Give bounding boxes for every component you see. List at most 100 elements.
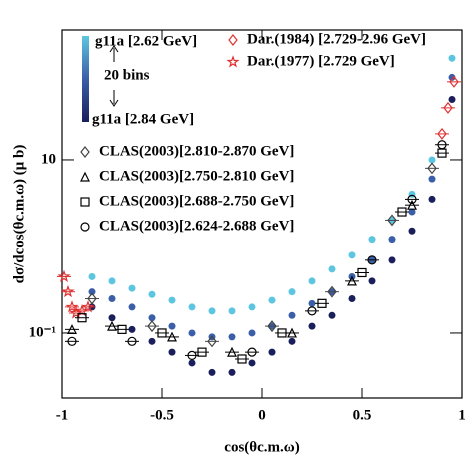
g11a-point bbox=[448, 95, 456, 103]
data-point bbox=[443, 101, 453, 114]
data-point bbox=[81, 300, 95, 313]
data-point bbox=[449, 75, 459, 88]
legend-marker bbox=[226, 55, 240, 68]
data-point bbox=[67, 324, 77, 334]
data-point bbox=[197, 347, 207, 357]
g11a-point bbox=[88, 288, 96, 296]
legend-label: Dar.(1977) [2.729 GeV] bbox=[247, 53, 395, 69]
x-tick-label: 0.5 bbox=[353, 407, 372, 423]
g11a-point bbox=[268, 296, 276, 304]
data-point bbox=[427, 162, 437, 175]
g11a-point bbox=[148, 314, 156, 322]
g11a-color-bar bbox=[82, 36, 89, 122]
x-axis-label: cos(θc.m.ω) bbox=[224, 439, 299, 455]
legend-label: g11a [2.62 GeV] bbox=[95, 33, 197, 49]
data-point bbox=[77, 313, 87, 323]
g11a-point bbox=[208, 368, 216, 376]
g11a-point bbox=[328, 311, 336, 319]
g11a-point bbox=[228, 307, 236, 315]
data-point bbox=[127, 336, 137, 346]
data-point bbox=[67, 336, 77, 346]
g11a-point bbox=[108, 277, 116, 285]
data-point bbox=[147, 320, 157, 333]
data-point bbox=[247, 347, 257, 357]
g11a-point bbox=[248, 303, 256, 311]
g11a-point bbox=[168, 322, 176, 330]
g11a-point bbox=[328, 265, 336, 273]
data-point bbox=[57, 269, 71, 282]
data-point bbox=[207, 335, 217, 348]
data-point bbox=[317, 298, 327, 308]
data-point bbox=[397, 207, 407, 217]
g11a-point bbox=[148, 337, 156, 345]
data-point bbox=[87, 292, 97, 305]
g11a-point bbox=[348, 295, 356, 303]
x-tick-label: -0.5 bbox=[150, 407, 174, 423]
g11a-point bbox=[348, 251, 356, 259]
g11a-point bbox=[308, 322, 316, 330]
data-point bbox=[267, 320, 277, 333]
g11a-point bbox=[248, 359, 256, 367]
g11a-point bbox=[448, 73, 456, 81]
data-point bbox=[117, 324, 127, 334]
g11a-point bbox=[188, 303, 196, 311]
data-point bbox=[107, 320, 117, 331]
data-point bbox=[347, 275, 357, 286]
g11a-point bbox=[428, 175, 436, 183]
data-point bbox=[157, 328, 167, 338]
legend-label: CLAS(2003)[2.624-2.688 GeV] bbox=[99, 218, 294, 234]
g11a-point bbox=[228, 333, 236, 341]
y-tick-label: 10⁻¹ bbox=[29, 324, 56, 340]
legend-marker bbox=[228, 34, 238, 46]
g11a-point bbox=[108, 295, 116, 303]
plot-frame bbox=[61, 29, 463, 399]
legend-marker bbox=[80, 146, 90, 158]
data-point bbox=[327, 285, 337, 298]
x-tick-label: -1 bbox=[56, 407, 69, 423]
g11a-point bbox=[188, 329, 196, 337]
data-point bbox=[61, 284, 75, 298]
g11a-point bbox=[248, 329, 256, 337]
data-point bbox=[227, 346, 237, 357]
data-point bbox=[357, 267, 367, 278]
data-point bbox=[277, 328, 287, 338]
g11a-point bbox=[128, 284, 136, 292]
data-point bbox=[437, 127, 447, 140]
legend-marker bbox=[80, 171, 90, 182]
data-point bbox=[65, 300, 79, 313]
x-tick-label: 0 bbox=[258, 407, 266, 423]
data-point bbox=[287, 327, 297, 338]
g11a-point bbox=[228, 368, 236, 376]
g11a-point bbox=[308, 277, 316, 285]
legend-marker bbox=[80, 222, 90, 232]
g11a-point bbox=[168, 296, 176, 304]
legend-marker bbox=[80, 197, 90, 207]
g11a-point bbox=[408, 208, 416, 216]
g11a-point bbox=[288, 288, 296, 296]
g11a-point bbox=[288, 337, 296, 345]
g11a-point bbox=[128, 325, 136, 333]
legend-label: 20 bins bbox=[104, 67, 150, 83]
g11a-point bbox=[388, 236, 396, 244]
g11a-point bbox=[268, 348, 276, 356]
x-tick-label: 1 bbox=[458, 407, 466, 423]
data-point bbox=[367, 255, 377, 265]
legend-arrow bbox=[109, 99, 119, 107]
data-point bbox=[237, 354, 247, 364]
y-tick-label: 10 bbox=[41, 151, 56, 167]
g11a-point bbox=[368, 277, 376, 285]
data-point bbox=[407, 194, 417, 204]
data-point bbox=[167, 331, 177, 342]
legend-label: CLAS(2003)[2.688-2.750 GeV] bbox=[99, 193, 294, 209]
data-point bbox=[187, 350, 197, 361]
g11a-point bbox=[368, 236, 376, 244]
g11a-point bbox=[448, 54, 456, 62]
legend-label: CLAS(2003)[2.750-2.810 GeV] bbox=[99, 168, 294, 184]
g11a-point bbox=[288, 311, 296, 319]
legend-label: Dar.(1984) [2.729-2.96 GeV] bbox=[247, 31, 426, 47]
g11a-point bbox=[428, 156, 436, 164]
legend-label: CLAS(2003)[2.810-2.870 GeV] bbox=[99, 143, 294, 159]
g11a-point bbox=[308, 299, 316, 307]
g11a-point bbox=[388, 256, 396, 264]
g11a-point bbox=[88, 272, 96, 280]
